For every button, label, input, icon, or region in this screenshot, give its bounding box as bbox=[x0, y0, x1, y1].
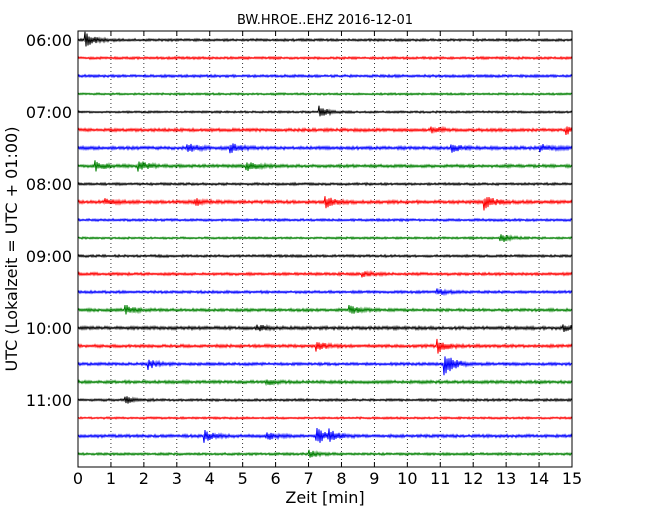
y-tick-label: 09:00 bbox=[26, 247, 72, 266]
trace-row bbox=[77, 196, 573, 211]
trace-row bbox=[77, 105, 573, 117]
x-tick-label: 6 bbox=[271, 469, 281, 488]
seismic-traces bbox=[77, 31, 573, 458]
y-tick-label: 08:00 bbox=[26, 175, 72, 194]
x-tick-label: 1 bbox=[106, 469, 116, 488]
x-tick-label: 4 bbox=[205, 469, 215, 488]
trace-row bbox=[77, 269, 573, 278]
grid-lines bbox=[110, 31, 540, 467]
trace-row bbox=[77, 234, 573, 242]
x-tick-label: 7 bbox=[303, 469, 313, 488]
x-axis-label: Zeit [min] bbox=[285, 488, 364, 507]
y-axis-label: UTC (Lokalzeit = UTC + 01:00) bbox=[2, 127, 21, 372]
x-tick-label: 0 bbox=[73, 469, 83, 488]
trace-row bbox=[77, 324, 573, 332]
trace-row bbox=[77, 288, 573, 297]
x-tick-label: 13 bbox=[496, 469, 516, 488]
trace-row bbox=[77, 125, 573, 135]
x-tick-label: 3 bbox=[172, 469, 182, 488]
y-tick-label: 06:00 bbox=[26, 31, 72, 50]
x-axis-ticks: 0 1 2 3 4 5 6 7 8 9 10 11 12 13 14 15 bbox=[73, 31, 582, 488]
trace-row bbox=[77, 73, 573, 79]
trace-row bbox=[77, 91, 573, 97]
trace-row bbox=[77, 143, 573, 154]
trace-row bbox=[77, 181, 573, 187]
x-tick-label: 14 bbox=[529, 469, 549, 488]
x-tick-label: 10 bbox=[397, 469, 417, 488]
trace-row bbox=[77, 253, 573, 259]
y-tick-label: 07:00 bbox=[26, 103, 72, 122]
trace-row bbox=[77, 31, 573, 47]
trace-row bbox=[77, 356, 573, 376]
trace-row bbox=[77, 449, 573, 458]
trace-row bbox=[77, 427, 573, 443]
chart-title: BW.HROE..EHZ 2016-12-01 bbox=[237, 13, 413, 28]
x-tick-label: 12 bbox=[463, 469, 483, 488]
x-tick-label: 11 bbox=[430, 469, 450, 488]
trace-row bbox=[77, 217, 573, 223]
x-tick-label: 9 bbox=[369, 469, 379, 488]
trace-row bbox=[77, 378, 573, 387]
x-tick-label: 15 bbox=[562, 469, 582, 488]
trace-row bbox=[77, 396, 573, 404]
plot-frame bbox=[77, 30, 573, 468]
x-tick-label: 8 bbox=[336, 469, 346, 488]
trace-row bbox=[77, 338, 573, 354]
y-tick-label: 10:00 bbox=[26, 319, 72, 338]
x-tick-label: 5 bbox=[238, 469, 248, 488]
y-tick-label: 11:00 bbox=[26, 391, 72, 410]
trace-row bbox=[77, 415, 573, 421]
x-tick-label: 2 bbox=[139, 469, 149, 488]
trace-row bbox=[77, 160, 573, 172]
trace-row bbox=[77, 305, 573, 315]
trace-row bbox=[77, 55, 573, 61]
y-axis-ticks: 06:00 07:00 08:00 09:00 10:00 11:00 bbox=[26, 31, 83, 410]
